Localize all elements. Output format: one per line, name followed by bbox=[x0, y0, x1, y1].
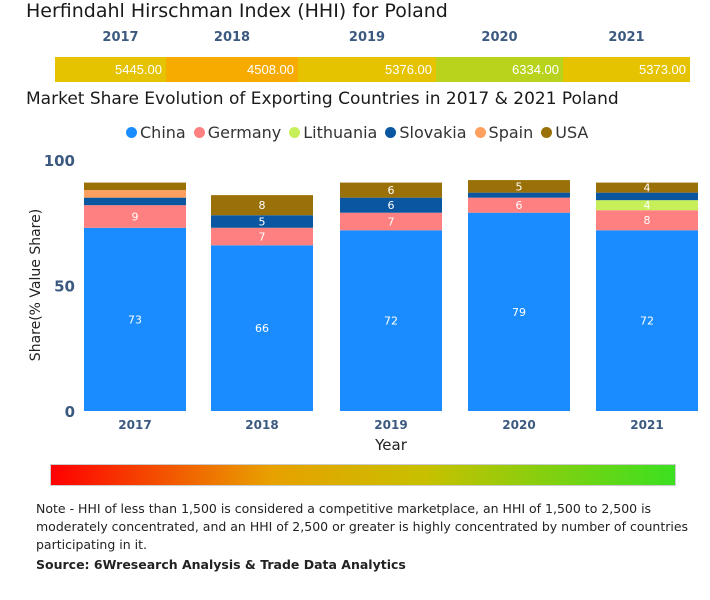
y-axis-label: Share(% Value Share) bbox=[28, 209, 44, 361]
data-label: 6 bbox=[388, 184, 395, 197]
legend-marker bbox=[385, 127, 397, 138]
data-label: 4 bbox=[644, 199, 651, 212]
bar-usa-2017 bbox=[84, 182, 186, 191]
data-label: 7 bbox=[388, 215, 395, 228]
hhi-value-2017: 5445.00 bbox=[55, 57, 166, 82]
bar-slovakia-2017 bbox=[84, 197, 186, 206]
hhi-color-scale bbox=[50, 464, 676, 486]
legend-item-spain[interactable]: Spain bbox=[474, 123, 534, 142]
bar-spain-2017 bbox=[84, 190, 186, 198]
legend-item-usa[interactable]: USA bbox=[541, 123, 588, 142]
bar-usa-2019 bbox=[340, 182, 442, 198]
legend-marker bbox=[474, 127, 486, 138]
hhi-value-2019: 5376.00 bbox=[298, 57, 436, 82]
bar-china-2018 bbox=[211, 245, 313, 411]
x-tick-label: 2019 bbox=[374, 418, 407, 432]
data-label: 7 bbox=[259, 231, 266, 244]
bar-china-2021 bbox=[596, 230, 698, 411]
bar-slovakia-2018 bbox=[211, 215, 313, 228]
legend-marker bbox=[126, 127, 137, 138]
bar-germany-2020 bbox=[468, 197, 570, 213]
bar-lithuania-2021 bbox=[596, 200, 698, 211]
legend-marker bbox=[541, 127, 553, 138]
data-label: 72 bbox=[384, 315, 398, 328]
bar-china-2017 bbox=[84, 227, 186, 411]
bar-germany-2018 bbox=[211, 227, 313, 246]
legend-label: Slovakia bbox=[399, 123, 467, 142]
data-label: 5 bbox=[259, 215, 266, 228]
data-label: 79 bbox=[512, 306, 526, 319]
hhi-value-2021: 5373.00 bbox=[563, 57, 690, 82]
data-label: 73 bbox=[128, 313, 142, 326]
bar-slovakia-2021 bbox=[596, 192, 698, 201]
data-label: 6 bbox=[388, 199, 395, 212]
bar-usa-2021 bbox=[596, 182, 698, 193]
hhi-year-2021: 2021 bbox=[608, 30, 645, 45]
bar-germany-2017 bbox=[84, 205, 186, 228]
source-text: Source: 6Wresearch Analysis & Trade Data… bbox=[36, 557, 406, 572]
bar-slovakia-2020 bbox=[468, 192, 570, 198]
bar-germany-2021 bbox=[596, 210, 698, 231]
bar-china-2019 bbox=[340, 230, 442, 411]
x-tick-label: 2020 bbox=[502, 418, 535, 432]
data-label: 6 bbox=[516, 199, 523, 212]
legend-label: Germany bbox=[207, 123, 282, 142]
note-text: Note - HHI of less than 1,500 is conside… bbox=[36, 501, 689, 552]
data-label: 9 bbox=[132, 210, 139, 223]
legend-label: China bbox=[140, 123, 186, 142]
y-tick-label: 0 bbox=[65, 403, 75, 421]
legend-marker bbox=[289, 127, 301, 138]
hhi-year-2017: 2017 bbox=[102, 30, 139, 45]
x-tick-label: 2017 bbox=[118, 418, 151, 432]
legend-item-slovakia[interactable]: Slovakia bbox=[385, 123, 467, 142]
hhi-title: Herfindahl Hirschman Index (HHI) for Pol… bbox=[26, 0, 448, 22]
data-label: 4 bbox=[644, 182, 651, 195]
legend-marker bbox=[193, 127, 205, 138]
hhi-year-2020: 2020 bbox=[481, 30, 518, 45]
y-tick-label: 50 bbox=[54, 278, 75, 296]
hhi-value-2018: 4508.00 bbox=[166, 57, 298, 82]
data-label: 5 bbox=[516, 180, 523, 193]
legend-label: Spain bbox=[488, 123, 534, 142]
legend-label: USA bbox=[555, 123, 589, 142]
x-axis-label: Year bbox=[374, 436, 408, 454]
chart-title: Market Share Evolution of Exporting Coun… bbox=[26, 89, 619, 109]
bar-germany-2019 bbox=[340, 212, 442, 231]
legend-item-china[interactable]: China bbox=[126, 123, 186, 142]
bar-usa-2018 bbox=[211, 195, 313, 216]
data-label: 8 bbox=[644, 214, 651, 227]
bar-slovakia-2019 bbox=[340, 197, 442, 213]
data-label: 72 bbox=[640, 315, 654, 328]
hhi-year-2018: 2018 bbox=[213, 30, 251, 45]
legend-item-germany[interactable]: Germany bbox=[193, 123, 282, 142]
legend-item-lithuania[interactable]: Lithuania bbox=[289, 123, 377, 142]
hhi-value-2020: 6334.00 bbox=[436, 57, 563, 82]
x-tick-label: 2021 bbox=[630, 418, 663, 432]
data-label: 8 bbox=[259, 199, 266, 212]
x-tick-label: 2018 bbox=[245, 418, 278, 432]
legend-label: Lithuania bbox=[303, 123, 378, 142]
bar-china-2020 bbox=[468, 212, 570, 411]
bar-usa-2020 bbox=[468, 180, 570, 193]
y-tick-label: 100 bbox=[44, 152, 75, 170]
hhi-year-2019: 2019 bbox=[348, 30, 386, 45]
legend: China Germany Lithuania Slovakia Spain USA bbox=[126, 123, 588, 142]
data-label: 66 bbox=[255, 322, 269, 335]
